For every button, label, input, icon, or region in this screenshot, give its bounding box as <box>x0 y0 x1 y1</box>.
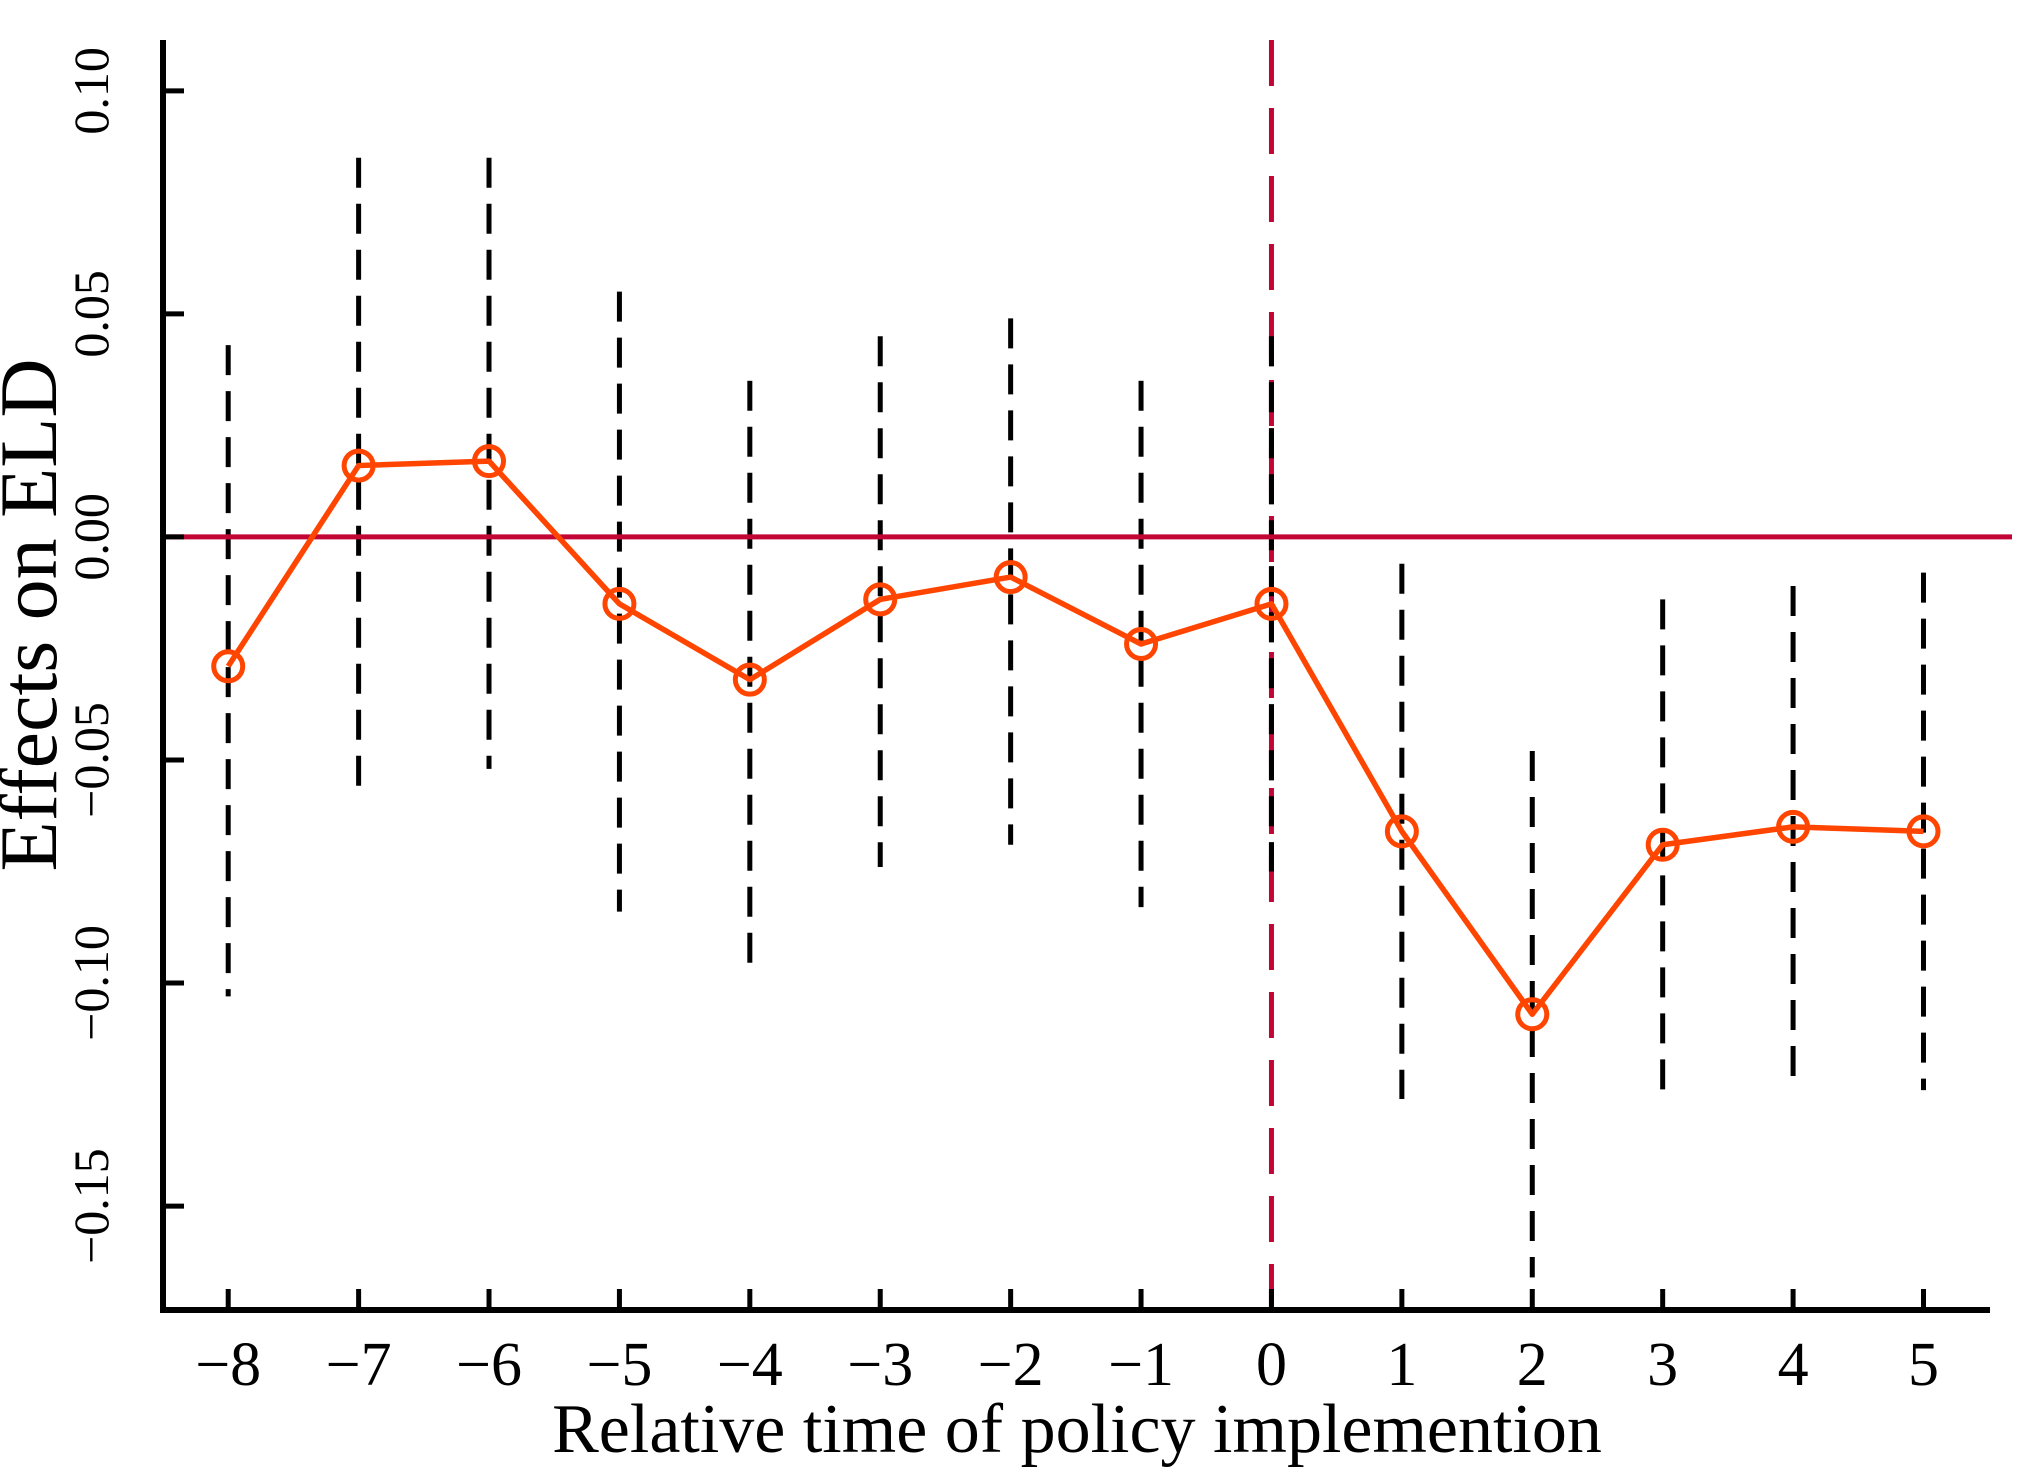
y-tick-label: 0.10 <box>63 47 119 135</box>
estimate-line <box>225 458 1924 1017</box>
reference-line-layer <box>163 40 2012 1310</box>
x-tick-label: 0 <box>1256 1331 1287 1399</box>
x-tick-label: −6 <box>456 1331 522 1399</box>
x-tick-label: −3 <box>847 1331 913 1399</box>
data-point-x2 <box>1515 997 1550 1032</box>
data-point-x-8 <box>211 649 246 684</box>
x-tick-label: 4 <box>1778 1331 1809 1399</box>
x-tick-label: −7 <box>326 1331 392 1399</box>
x-tick-label: −8 <box>195 1331 261 1399</box>
x-tick-label: 5 <box>1908 1331 1939 1399</box>
x-tick-label: 2 <box>1517 1331 1548 1399</box>
x-tick-label: 3 <box>1647 1331 1678 1399</box>
y-tick-label: −0.15 <box>63 1148 119 1264</box>
y-axis-title: Effects on ELD <box>0 358 74 871</box>
x-tick-label: −2 <box>978 1331 1044 1399</box>
data-point-x-6 <box>472 444 507 479</box>
y-tick-label: −0.05 <box>63 702 119 818</box>
axes-layer: 0.100.050.00−0.05−0.10−0.15−8 −7 −6 −5 −4 −3−… <box>63 40 1990 1399</box>
data-point-x-5 <box>602 586 637 621</box>
data-point-x-4 <box>732 662 767 697</box>
data-point-x-3 <box>863 582 898 617</box>
data-point-x-2 <box>993 560 1028 595</box>
x-tick-label: 1 <box>1386 1331 1417 1399</box>
series-layer <box>211 444 1941 1032</box>
x-tick-label: −1 <box>1108 1331 1174 1399</box>
y-tick-label: −0.10 <box>63 925 119 1041</box>
x-axis-title: Relative time of policy implemention <box>552 1391 1602 1468</box>
x-tick-label: −5 <box>586 1331 652 1399</box>
data-point-x-1 <box>1124 626 1159 661</box>
data-point-x0 <box>1254 586 1289 621</box>
x-tick-label: −4 <box>717 1331 783 1399</box>
data-point-x5 <box>1906 814 1941 849</box>
y-tick-label: 0.00 <box>63 493 119 581</box>
y-tick-label: 0.05 <box>63 270 119 358</box>
data-point-x-7 <box>341 448 376 483</box>
confidence-interval-layer <box>225 157 1926 1278</box>
data-point-x3 <box>1645 827 1680 862</box>
data-point-x4 <box>1776 809 1811 844</box>
data-point-x1 <box>1384 814 1419 849</box>
